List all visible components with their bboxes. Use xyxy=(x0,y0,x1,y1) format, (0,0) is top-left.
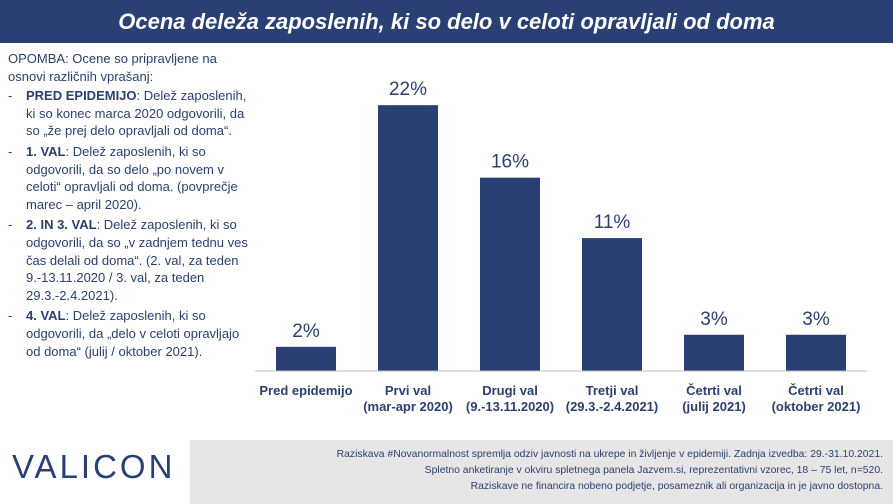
note-key: 4. VAL xyxy=(26,308,66,324)
category-label-3: Tretji val xyxy=(586,383,639,398)
data-label-5: 3% xyxy=(802,309,830,330)
category-label-3: (29.3.-2.4.2021) xyxy=(566,399,659,414)
data-label-3: 11% xyxy=(594,212,631,233)
note-item-wave-2-3: -2. IN 3. VAL: Delež zaposlenih, ki so o… xyxy=(8,216,254,304)
footer-line: Spletno anketiranje v okviru spletnega p… xyxy=(424,465,883,476)
title-bar: Ocena deleža zaposlenih, ki so delo v ce… xyxy=(0,0,893,43)
note-key: 2. IN 3. VAL xyxy=(26,217,97,233)
category-label-1: Prvi val xyxy=(385,383,431,398)
category-label-5: (oktober 2021) xyxy=(772,399,861,414)
category-label-0: Pred epidemijo xyxy=(259,383,352,398)
note-text: : Delež zaposlenih, ki so odgovorili, da… xyxy=(26,143,238,212)
category-label-5: Četrti val xyxy=(788,383,844,398)
note-dash: - xyxy=(8,88,13,104)
note-text: : Delež zaposlenih, ki so odgovorili, da… xyxy=(26,217,248,303)
note-item-wave-1: -1. VAL: Delež zaposlenih, ki so odgovor… xyxy=(8,143,254,213)
bar-3 xyxy=(582,238,642,371)
note-list: - PRED EPIDEMIJO: Delež zaposlenih, ki so… xyxy=(8,87,254,360)
footer-line: Raziskave ne financira nobeno podjetje, … xyxy=(470,481,883,492)
data-label-4: 3% xyxy=(700,309,728,330)
footer-line: Raziskava #Novanormalnost spremlja odziv… xyxy=(336,449,883,460)
footer-panel: Raziskava #Novanormalnost spremlja odziv… xyxy=(190,440,893,504)
category-label-1: (mar-apr 2020) xyxy=(363,399,453,414)
valicon-logo: VALICON xyxy=(12,448,176,485)
bar-2 xyxy=(480,177,540,371)
note-text: : Delež zaposlenih, ki so konec marca 20… xyxy=(26,88,247,139)
note-dash: - xyxy=(8,217,13,233)
note-text: : Delež zaposlenih, ki so odgovorili, da… xyxy=(26,308,240,359)
note-intro: OPOMBA: Ocene so pripravljene na osnovi … xyxy=(8,51,217,84)
data-label-1: 22% xyxy=(389,79,427,100)
data-label-2: 16% xyxy=(491,152,529,173)
bar-5 xyxy=(786,334,846,371)
data-label-0: 2% xyxy=(292,321,320,342)
bar-0 xyxy=(276,346,336,371)
bar-4 xyxy=(684,334,744,371)
category-label-4: (julij 2021) xyxy=(682,399,746,414)
note-item-pre-epidemic: - PRED EPIDEMIJO: Delež zaposlenih, ki so… xyxy=(8,87,254,140)
category-label-2: Drugi val xyxy=(482,383,538,398)
page-title: Ocena deleža zaposlenih, ki so delo v ce… xyxy=(118,8,775,34)
note-dash: - xyxy=(8,308,13,324)
bar-chart: 2% Pred epidemijo 22% Prvi val(mar-apr 2020… xyxy=(255,79,867,414)
note-key: PRED EPIDEMIJO xyxy=(26,88,137,104)
category-label-4: Četrti val xyxy=(686,383,742,398)
note-item-wave-4: -4. VAL: Delež zaposlenih, ki so odgovor… xyxy=(8,307,254,360)
note-panel: OPOMBA: Ocene so pripravljene na osnovi … xyxy=(8,50,254,363)
bar-1 xyxy=(378,105,438,371)
note-key: 1. VAL xyxy=(26,143,66,159)
note-dash: - xyxy=(8,143,13,159)
category-label-2: (9.-13.11.2020) xyxy=(466,399,554,414)
